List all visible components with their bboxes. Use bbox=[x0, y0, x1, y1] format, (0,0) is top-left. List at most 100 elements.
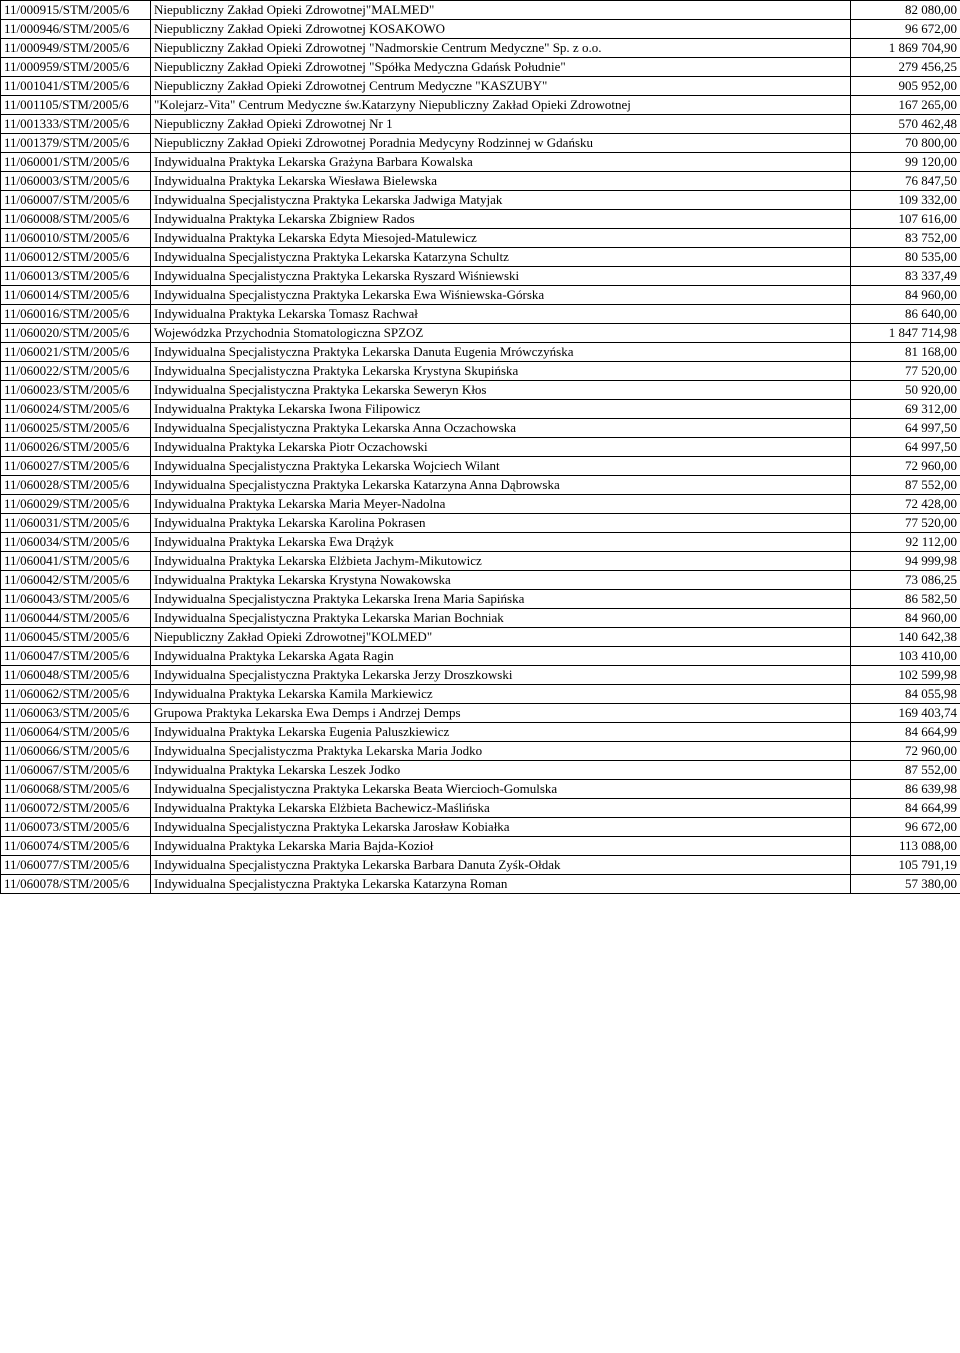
cell-amount: 69 312,00 bbox=[851, 400, 960, 419]
cell-description: Indywidualna Praktyka Lekarska Grażyna B… bbox=[151, 153, 851, 172]
cell-description: Indywidualna Praktyka Lekarska Wiesława … bbox=[151, 172, 851, 191]
cell-amount: 84 055,98 bbox=[851, 685, 960, 704]
cell-amount: 84 960,00 bbox=[851, 286, 960, 305]
cell-description: Indywidualna Praktyka Lekarska Maria Baj… bbox=[151, 837, 851, 856]
table-row: 11/060034/STM/2005/6Indywidualna Praktyk… bbox=[1, 533, 960, 552]
cell-description: Indywidualna Praktyka Lekarska Elżbieta … bbox=[151, 799, 851, 818]
cell-amount: 87 552,00 bbox=[851, 476, 960, 495]
cell-code: 11/001041/STM/2005/6 bbox=[1, 77, 151, 96]
table-row: 11/060068/STM/2005/6Indywidualna Specjal… bbox=[1, 780, 960, 799]
cell-amount: 70 800,00 bbox=[851, 134, 960, 153]
data-table: 11/000915/STM/2005/6Niepubliczny Zakład … bbox=[0, 0, 960, 894]
table-row: 11/060014/STM/2005/6Indywidualna Specjal… bbox=[1, 286, 960, 305]
table-row: 11/060047/STM/2005/6Indywidualna Praktyk… bbox=[1, 647, 960, 666]
table-row: 11/001041/STM/2005/6Niepubliczny Zakład … bbox=[1, 77, 960, 96]
cell-code: 11/001379/STM/2005/6 bbox=[1, 134, 151, 153]
cell-code: 11/060025/STM/2005/6 bbox=[1, 419, 151, 438]
cell-description: Indywidualna Specjalistyczna Praktyka Le… bbox=[151, 818, 851, 837]
cell-amount: 64 997,50 bbox=[851, 419, 960, 438]
cell-amount: 102 599,98 bbox=[851, 666, 960, 685]
cell-code: 11/060044/STM/2005/6 bbox=[1, 609, 151, 628]
table-row: 11/060067/STM/2005/6Indywidualna Praktyk… bbox=[1, 761, 960, 780]
table-row: 11/000949/STM/2005/6Niepubliczny Zakład … bbox=[1, 39, 960, 58]
table-row: 11/060066/STM/2005/6Indywidualna Specjal… bbox=[1, 742, 960, 761]
cell-code: 11/060062/STM/2005/6 bbox=[1, 685, 151, 704]
cell-code: 11/060024/STM/2005/6 bbox=[1, 400, 151, 419]
cell-amount: 1 869 704,90 bbox=[851, 39, 960, 58]
cell-code: 11/060023/STM/2005/6 bbox=[1, 381, 151, 400]
table-row: 11/060003/STM/2005/6Indywidualna Praktyk… bbox=[1, 172, 960, 191]
cell-description: Grupowa Praktyka Lekarska Ewa Demps i An… bbox=[151, 704, 851, 723]
cell-amount: 107 616,00 bbox=[851, 210, 960, 229]
cell-description: Indywidualna Specjalistyczna Praktyka Le… bbox=[151, 191, 851, 210]
cell-amount: 72 428,00 bbox=[851, 495, 960, 514]
cell-amount: 92 112,00 bbox=[851, 533, 960, 552]
cell-description: Indywidualna Specjalistyczna Praktyka Le… bbox=[151, 343, 851, 362]
cell-amount: 64 997,50 bbox=[851, 438, 960, 457]
table-row: 11/001105/STM/2005/6"Kolejarz-Vita" Cent… bbox=[1, 96, 960, 115]
cell-amount: 50 920,00 bbox=[851, 381, 960, 400]
table-row: 11/060023/STM/2005/6Indywidualna Specjal… bbox=[1, 381, 960, 400]
cell-amount: 99 120,00 bbox=[851, 153, 960, 172]
table-row: 11/060031/STM/2005/6Indywidualna Praktyk… bbox=[1, 514, 960, 533]
table-row: 11/000959/STM/2005/6Niepubliczny Zakład … bbox=[1, 58, 960, 77]
cell-description: Indywidualna Praktyka Lekarska Karolina … bbox=[151, 514, 851, 533]
cell-description: Indywidualna Specjalistyczna Praktyka Le… bbox=[151, 457, 851, 476]
cell-amount: 81 168,00 bbox=[851, 343, 960, 362]
table-row: 11/060029/STM/2005/6Indywidualna Praktyk… bbox=[1, 495, 960, 514]
cell-amount: 94 999,98 bbox=[851, 552, 960, 571]
cell-amount: 279 456,25 bbox=[851, 58, 960, 77]
table-row: 11/060010/STM/2005/6Indywidualna Praktyk… bbox=[1, 229, 960, 248]
table-row: 11/060073/STM/2005/6Indywidualna Specjal… bbox=[1, 818, 960, 837]
cell-description: Niepubliczny Zakład Opieki Zdrowotnej "N… bbox=[151, 39, 851, 58]
table-row: 11/060028/STM/2005/6Indywidualna Specjal… bbox=[1, 476, 960, 495]
cell-description: Niepubliczny Zakład Opieki Zdrowotnej"KO… bbox=[151, 628, 851, 647]
table-row: 11/060077/STM/2005/6Indywidualna Specjal… bbox=[1, 856, 960, 875]
cell-code: 11/060007/STM/2005/6 bbox=[1, 191, 151, 210]
cell-code: 11/060029/STM/2005/6 bbox=[1, 495, 151, 514]
cell-amount: 905 952,00 bbox=[851, 77, 960, 96]
cell-code: 11/000915/STM/2005/6 bbox=[1, 1, 151, 20]
cell-code: 11/060063/STM/2005/6 bbox=[1, 704, 151, 723]
cell-amount: 80 535,00 bbox=[851, 248, 960, 267]
cell-code: 11/060067/STM/2005/6 bbox=[1, 761, 151, 780]
cell-code: 11/060022/STM/2005/6 bbox=[1, 362, 151, 381]
cell-code: 11/060012/STM/2005/6 bbox=[1, 248, 151, 267]
cell-amount: 84 664,99 bbox=[851, 799, 960, 818]
cell-description: Indywidualna Praktyka Lekarska Maria Mey… bbox=[151, 495, 851, 514]
table-row: 11/060062/STM/2005/6Indywidualna Praktyk… bbox=[1, 685, 960, 704]
cell-code: 11/060043/STM/2005/6 bbox=[1, 590, 151, 609]
table-row: 11/060042/STM/2005/6Indywidualna Praktyk… bbox=[1, 571, 960, 590]
table-row: 11/001379/STM/2005/6Niepubliczny Zakład … bbox=[1, 134, 960, 153]
cell-description: Indywidualna Specjalistyczna Praktyka Le… bbox=[151, 666, 851, 685]
cell-description: Indywidualna Specjalistyczna Praktyka Le… bbox=[151, 856, 851, 875]
cell-description: Indywidualna Specjalistyczna Praktyka Le… bbox=[151, 419, 851, 438]
cell-code: 11/060048/STM/2005/6 bbox=[1, 666, 151, 685]
cell-description: Indywidualna Specjalistyczna Praktyka Le… bbox=[151, 780, 851, 799]
cell-code: 11/000949/STM/2005/6 bbox=[1, 39, 151, 58]
cell-amount: 72 960,00 bbox=[851, 457, 960, 476]
cell-amount: 72 960,00 bbox=[851, 742, 960, 761]
table-row: 11/060043/STM/2005/6Indywidualna Specjal… bbox=[1, 590, 960, 609]
cell-code: 11/060014/STM/2005/6 bbox=[1, 286, 151, 305]
table-row: 11/060064/STM/2005/6Indywidualna Praktyk… bbox=[1, 723, 960, 742]
table-body: 11/000915/STM/2005/6Niepubliczny Zakład … bbox=[1, 1, 960, 894]
cell-amount: 84 960,00 bbox=[851, 609, 960, 628]
cell-description: Indywidualna Specjalistyczna Praktyka Le… bbox=[151, 248, 851, 267]
table-row: 11/060007/STM/2005/6Indywidualna Specjal… bbox=[1, 191, 960, 210]
cell-code: 11/060042/STM/2005/6 bbox=[1, 571, 151, 590]
cell-code: 11/060020/STM/2005/6 bbox=[1, 324, 151, 343]
table-row: 11/060001/STM/2005/6Indywidualna Praktyk… bbox=[1, 153, 960, 172]
table-row: 11/000915/STM/2005/6Niepubliczny Zakład … bbox=[1, 1, 960, 20]
cell-amount: 86 582,50 bbox=[851, 590, 960, 609]
cell-description: Indywidualna Specjalistyczna Praktyka Le… bbox=[151, 286, 851, 305]
table-row: 11/060078/STM/2005/6Indywidualna Specjal… bbox=[1, 875, 960, 894]
cell-amount: 86 639,98 bbox=[851, 780, 960, 799]
cell-description: Indywidualna Specjalistyczna Praktyka Le… bbox=[151, 875, 851, 894]
cell-description: Indywidualna Specjalistyczna Praktyka Le… bbox=[151, 267, 851, 286]
table-row: 11/060008/STM/2005/6Indywidualna Praktyk… bbox=[1, 210, 960, 229]
cell-amount: 77 520,00 bbox=[851, 514, 960, 533]
table-row: 11/060041/STM/2005/6Indywidualna Praktyk… bbox=[1, 552, 960, 571]
cell-amount: 77 520,00 bbox=[851, 362, 960, 381]
cell-amount: 73 086,25 bbox=[851, 571, 960, 590]
